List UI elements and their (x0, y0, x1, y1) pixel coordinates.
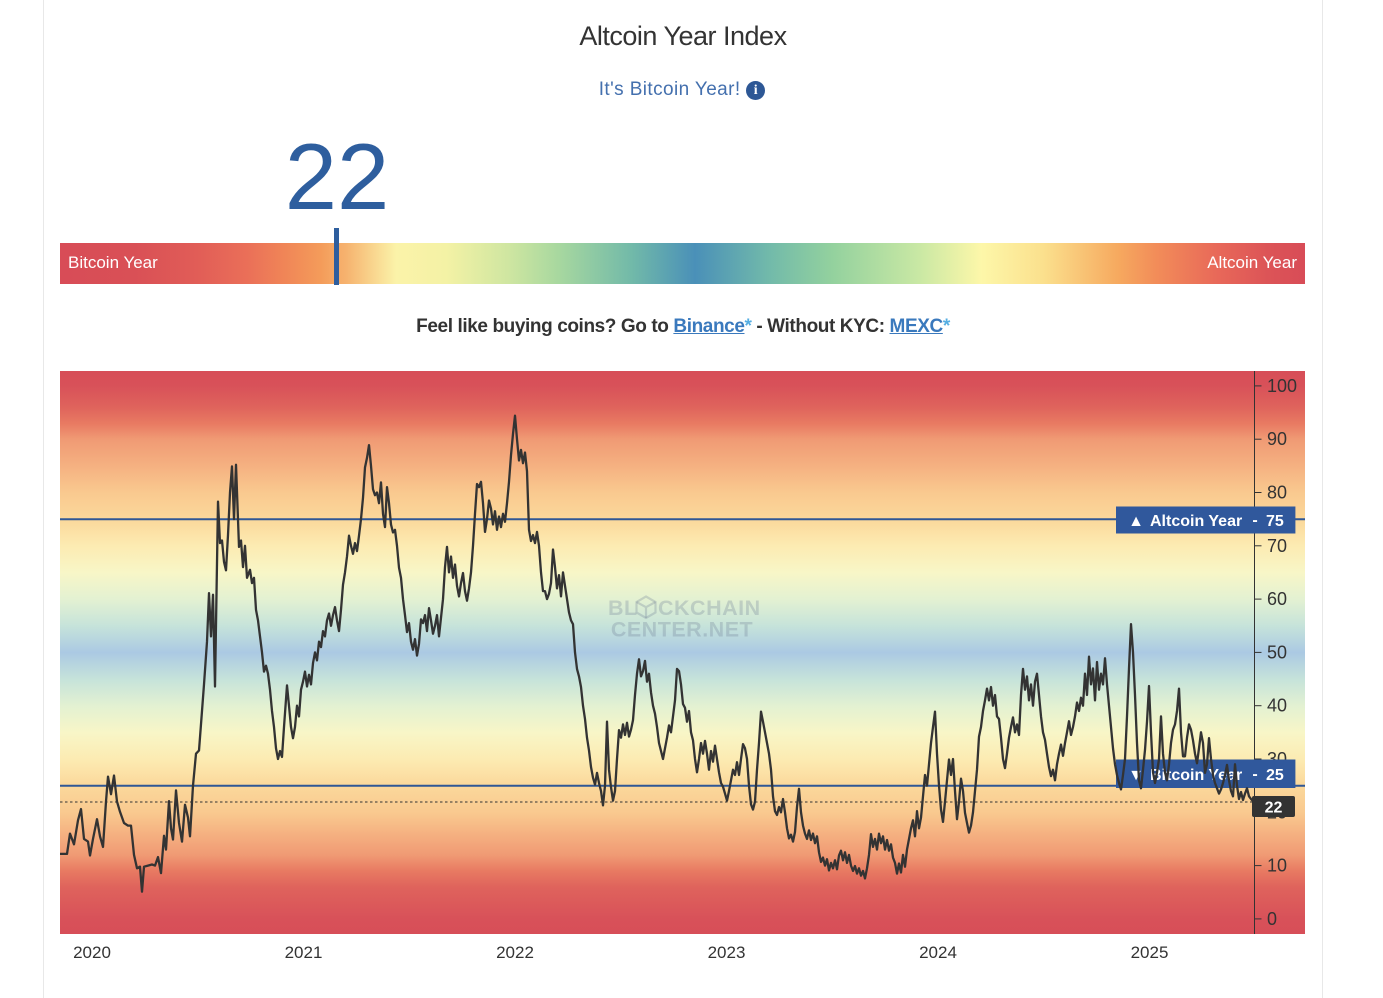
svg-text:60: 60 (1267, 589, 1287, 609)
svg-text:80: 80 (1267, 483, 1287, 503)
svg-text:25: 25 (1266, 767, 1284, 784)
svg-text:-: - (1252, 766, 1257, 783)
svg-text:100: 100 (1267, 376, 1297, 396)
svg-text:0: 0 (1267, 909, 1277, 929)
svg-text:BL: BL (608, 596, 638, 620)
svg-text:CENTER.NET: CENTER.NET (611, 618, 753, 642)
svg-text:75: 75 (1266, 513, 1284, 530)
svg-text:22: 22 (1265, 800, 1283, 817)
svg-text:40: 40 (1267, 696, 1287, 716)
svg-text:▲: ▲ (1128, 513, 1144, 530)
svg-text:90: 90 (1267, 429, 1287, 449)
svg-text:70: 70 (1267, 536, 1287, 556)
svg-text:10: 10 (1267, 856, 1287, 876)
svg-text:-: - (1252, 512, 1257, 529)
svg-text:Altcoin Year: Altcoin Year (1150, 513, 1242, 530)
svg-text:50: 50 (1267, 642, 1287, 662)
svg-text:Bitcoin Year: Bitcoin Year (1150, 767, 1242, 784)
svg-text:CKCHAIN: CKCHAIN (658, 596, 761, 620)
